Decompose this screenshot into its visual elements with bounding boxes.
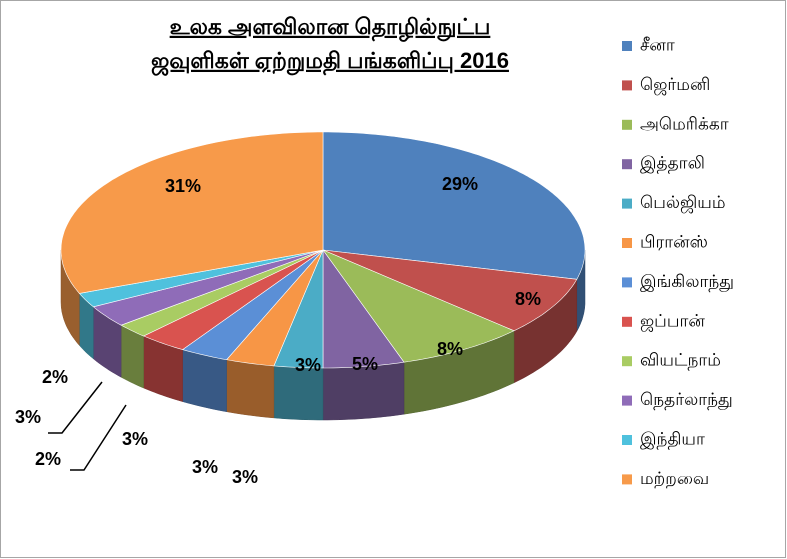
legend-label: ஜெர்மனி bbox=[640, 75, 710, 96]
data-label: 29% bbox=[442, 174, 478, 194]
slice bbox=[322, 249, 515, 363]
legend-label: ஜப்பான் bbox=[640, 311, 705, 332]
legend-label: பெல்ஜியம் bbox=[640, 193, 726, 214]
legend-label: சீனா bbox=[640, 35, 675, 54]
chart-title: உலக அளவிலான தொழில்நுட்ப bbox=[170, 14, 491, 42]
data-label: 3% bbox=[295, 355, 321, 375]
slice-side bbox=[226, 359, 275, 419]
legend-label: இந்தியா bbox=[640, 429, 705, 449]
legend-label: பிரான்ஸ் bbox=[640, 232, 708, 251]
slice bbox=[322, 249, 405, 369]
leader-line bbox=[70, 404, 127, 471]
data-label: 8% bbox=[515, 289, 541, 309]
slice bbox=[142, 249, 324, 350]
data-label: 2% bbox=[42, 367, 68, 387]
legend-marker bbox=[622, 395, 632, 406]
legend-marker bbox=[622, 80, 632, 91]
slice bbox=[120, 249, 324, 337]
leader-line bbox=[48, 381, 103, 434]
legend-marker bbox=[622, 277, 632, 288]
slice bbox=[226, 249, 324, 367]
slice bbox=[322, 249, 578, 332]
slice bbox=[181, 249, 324, 361]
slice-side bbox=[182, 349, 227, 412]
slice bbox=[78, 249, 324, 308]
data-label: 3% bbox=[15, 407, 41, 427]
legend-label: நெதர்லாந்து bbox=[640, 390, 733, 410]
slice bbox=[92, 249, 324, 326]
legend-marker bbox=[622, 474, 632, 485]
legend-label: இத்தாலி bbox=[640, 154, 705, 174]
legend-marker bbox=[622, 238, 632, 248]
data-label: 2% bbox=[35, 449, 61, 469]
data-label: 3% bbox=[232, 467, 258, 487]
data-label: 3% bbox=[122, 429, 148, 449]
slice bbox=[60, 131, 324, 294]
legend-marker bbox=[622, 356, 632, 367]
legend-marker bbox=[622, 119, 632, 130]
legend-marker bbox=[622, 159, 632, 170]
data-label: 3% bbox=[192, 457, 218, 477]
data-label: 5% bbox=[352, 354, 378, 374]
legend-label: மற்றவை bbox=[640, 469, 709, 488]
legend-marker bbox=[622, 41, 632, 51]
legend-label: வியட்நாம் bbox=[640, 351, 721, 370]
data-label: 8% bbox=[437, 339, 463, 359]
legend-label: அமெரிக்கா bbox=[640, 114, 729, 133]
legend-marker bbox=[622, 435, 632, 445]
legend-label: இங்கிலாந்து bbox=[640, 272, 734, 292]
chart-title: ஜவுளிகள் ஏற்றுமதி பங்களிப்பு 2016 bbox=[151, 48, 509, 76]
legend-marker bbox=[622, 198, 632, 209]
data-label: 31% bbox=[165, 176, 201, 196]
legend-marker bbox=[622, 316, 632, 327]
slice bbox=[322, 131, 586, 280]
